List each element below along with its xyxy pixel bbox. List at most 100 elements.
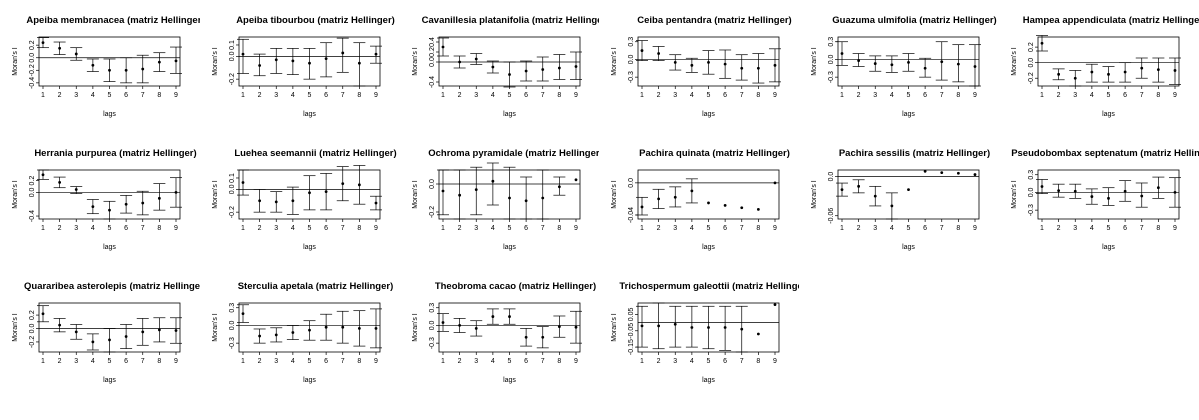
panel-title: Pseudobombax septenatum (matriz Hellinge…: [1011, 148, 1199, 159]
y-tick-label: 0.0: [1028, 187, 1035, 197]
data-point: [674, 322, 678, 326]
x-tick-label: 9: [174, 225, 178, 232]
data-point: [241, 181, 245, 184]
correlogram-svg: Ceiba pentandra (matriz Hellinger) 1 2 3 4 5 6…: [611, 15, 792, 118]
data-point: [157, 196, 161, 200]
x-tick-label: 3: [474, 358, 478, 365]
data-point: [773, 63, 777, 67]
data-point: [574, 178, 577, 182]
x-tick-label: 1: [840, 92, 844, 99]
data-point: [374, 201, 378, 205]
data-point: [724, 326, 727, 329]
x-tick-label: 5: [307, 92, 311, 99]
x-tick-label: 2: [457, 358, 461, 365]
x-tick-label: 6: [124, 92, 128, 99]
y-tick-label: 0.0: [628, 54, 635, 64]
x-tick-label: 9: [574, 358, 578, 365]
x-tick-label: 6: [124, 358, 128, 365]
panel-title: Cavanillesia platanifolia (matriz Hellin…: [421, 15, 599, 26]
x-tick-label: 8: [157, 358, 161, 365]
data-point: [923, 169, 927, 173]
data-point: [574, 325, 577, 329]
x-tick-label: 2: [657, 92, 661, 99]
data-point: [840, 188, 844, 192]
y-axis-label: Moran's I: [811, 47, 818, 76]
data-point: [124, 202, 128, 206]
data-point: [557, 325, 561, 329]
x-tick-label: 1: [241, 225, 245, 232]
data-point: [640, 205, 644, 209]
data-point: [973, 65, 977, 68]
data-point: [507, 315, 511, 318]
data-point: [757, 332, 761, 336]
data-point: [690, 63, 694, 67]
data-point: [1140, 194, 1144, 198]
data-point: [674, 195, 678, 199]
y-tick-label: 0.3: [1028, 170, 1035, 180]
correlogram-svg: Theobroma cacao (matriz Hellinger) 1 2 3 4 5 6…: [412, 281, 596, 384]
y-tick-label: 0.05: [628, 308, 635, 322]
data-point: [1040, 41, 1044, 45]
panel-title: Apeiba tibourbou (matriz Hellinger): [236, 15, 395, 26]
x-tick-label: 6: [724, 225, 728, 232]
x-tick-label: 6: [1123, 225, 1127, 232]
x-axis-label: lags: [103, 244, 116, 251]
data-point: [1123, 70, 1127, 74]
x-tick-label: 7: [1140, 92, 1144, 99]
correlogram-panel: Ochroma pyramidale (matriz Hellinger) 1 2 3…: [400, 133, 600, 266]
x-tick-label: 2: [457, 92, 461, 99]
x-tick-label: 6: [324, 225, 328, 232]
y-tick-label: -0.3: [429, 337, 436, 349]
x-tick-label: 2: [257, 358, 261, 365]
x-tick-label: 5: [907, 225, 911, 232]
x-tick-label: 4: [690, 92, 694, 99]
x-tick-label: 3: [74, 92, 78, 99]
x-axis-label: lags: [303, 244, 316, 251]
y-tick-label: -0.2: [29, 64, 36, 76]
y-axis-label: Moran's I: [212, 47, 219, 76]
x-tick-label: 3: [873, 225, 877, 232]
y-tick-label: 0.2: [429, 47, 436, 57]
correlogram-svg: Guazuma ulmifolia (matriz Hellinger) 1 2 3 4…: [811, 15, 997, 118]
x-tick-label: 3: [674, 358, 678, 365]
data-point: [540, 196, 544, 200]
data-point: [324, 57, 328, 61]
data-point: [507, 73, 511, 76]
x-tick-label: 9: [574, 92, 578, 99]
x-tick-label: 4: [491, 358, 495, 365]
x-tick-label: 4: [91, 358, 95, 365]
data-point: [108, 208, 111, 212]
x-tick-label: 9: [973, 92, 977, 99]
x-tick-label: 7: [540, 92, 544, 99]
x-tick-label: 8: [557, 358, 561, 365]
data-point: [740, 327, 744, 331]
y-tick-label: 0.0: [429, 57, 436, 67]
y-tick-label: -0.15: [628, 339, 635, 355]
correlogram-panel: Luehea seemannii (matriz Hellinger) 1 2 3 4 5…: [200, 133, 400, 266]
data-point: [557, 185, 561, 189]
y-tick-label: -0.4: [29, 77, 36, 89]
y-tick-label: 0.0: [229, 184, 236, 194]
panel-title: Luehea seemannii (matriz Hellinger): [234, 148, 396, 159]
correlogram-panel: Herrania purpurea (matriz Hellinger) 1 2 3 4…: [0, 133, 200, 266]
y-axis-label: Moran's I: [611, 313, 618, 342]
data-point: [874, 62, 877, 65]
panel-title: Trichospermum galeottii (matriz Hellinge…: [620, 281, 799, 292]
correlogram-svg: Luehea seemannii (matriz Hellinger) 1 2 3 4 5…: [212, 148, 397, 251]
x-tick-label: 7: [540, 225, 544, 232]
x-tick-label: 1: [441, 358, 445, 365]
data-point: [374, 326, 378, 330]
panel-title: Hampea appendiculata (matriz Hellinger): [1023, 15, 1199, 26]
x-tick-label: 3: [474, 92, 478, 99]
x-tick-label: 4: [690, 225, 694, 232]
data-point: [1173, 191, 1177, 194]
x-tick-label: 5: [108, 92, 112, 99]
x-tick-label: 6: [1123, 92, 1127, 99]
y-tick-label: 0.3: [229, 303, 236, 313]
x-tick-label: 1: [41, 358, 45, 365]
x-tick-label: 1: [840, 225, 844, 232]
y-axis-label: Moran's I: [412, 313, 419, 342]
data-point: [557, 66, 561, 70]
y-tick-label: -0.2: [29, 336, 36, 348]
data-point: [41, 173, 45, 177]
